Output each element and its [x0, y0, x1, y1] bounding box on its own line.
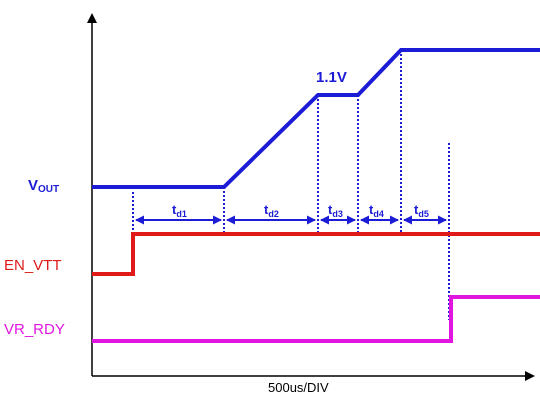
en-vtt-waveform	[92, 232, 540, 276]
label-td4: td4	[369, 202, 384, 219]
en-vtt-label: EN_VTT	[4, 257, 62, 274]
x-axis-label: 500us/DIV	[268, 380, 329, 395]
label-td2: td2	[264, 202, 279, 219]
vr-rdy-waveform	[92, 295, 540, 343]
label-td1: td1	[172, 202, 187, 219]
vr-rdy-label: VR_RDY	[4, 321, 65, 338]
delay-markers	[132, 50, 450, 320]
vout-plateau-label: 1.1V	[316, 69, 347, 86]
vout-label: VOUT	[28, 177, 59, 195]
label-td3: td3	[328, 202, 343, 219]
label-td5: td5	[414, 202, 429, 219]
vout-waveform	[92, 48, 540, 189]
